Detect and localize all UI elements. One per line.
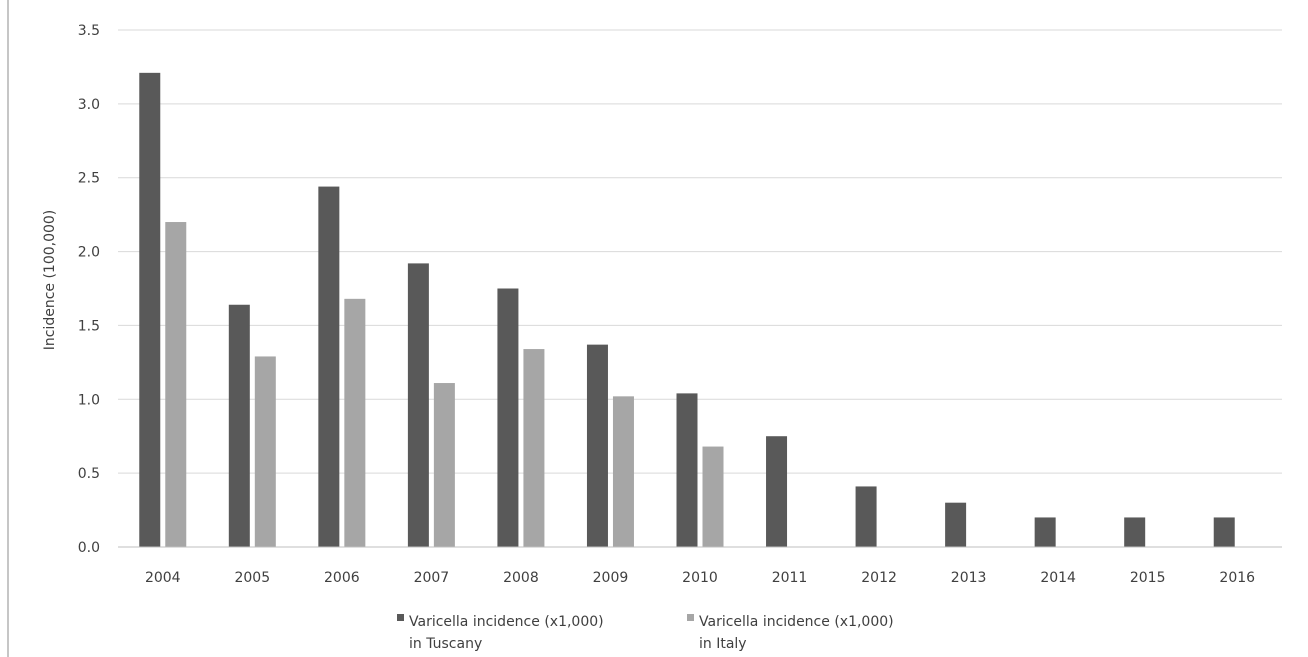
bar-tuscany-2007 bbox=[407, 263, 429, 547]
y-tick-label: 2.0 bbox=[78, 245, 100, 261]
y-tick-label: 3.5 bbox=[78, 23, 100, 39]
bar-tuscany-2005 bbox=[228, 304, 250, 547]
x-tick-label: 2011 bbox=[772, 570, 808, 586]
legend-label-italy: Varicella incidence (x1,000) bbox=[699, 614, 894, 630]
bar-tuscany-2013 bbox=[945, 502, 967, 547]
y-tick-label: 0.5 bbox=[78, 466, 100, 482]
bar-tuscany-2015 bbox=[1124, 517, 1146, 547]
legend-label-italy: in Italy bbox=[699, 636, 747, 652]
bar-tuscany-2010 bbox=[676, 393, 698, 547]
x-tick-label: 2005 bbox=[234, 570, 270, 586]
y-axis-title: Incidence (100,000) bbox=[42, 210, 58, 351]
bar-tuscany-2008 bbox=[497, 288, 519, 547]
bar-italy-2009 bbox=[612, 396, 634, 547]
bar-tuscany-2009 bbox=[586, 344, 608, 547]
bar-italy-2008 bbox=[523, 349, 545, 547]
y-tick-label: 3.0 bbox=[78, 97, 100, 113]
x-tick-label: 2010 bbox=[682, 570, 718, 586]
bar-tuscany-2006 bbox=[318, 186, 340, 547]
bar-tuscany-2011 bbox=[766, 436, 788, 547]
x-axis-ticks: 2004 2005 2006 2007 2008 2009 2010 2011 2012 2013… bbox=[145, 570, 1255, 586]
y-axis-ticks: 0.0 0.5 1.0 1.5 2.0 2.5 3.0 3.5 bbox=[78, 23, 100, 556]
x-tick-label: 2009 bbox=[593, 570, 629, 586]
x-tick-label: 2013 bbox=[951, 570, 987, 586]
x-tick-label: 2012 bbox=[861, 570, 897, 586]
bar-tuscany-2014 bbox=[1034, 517, 1056, 547]
x-tick-label: 2006 bbox=[324, 570, 360, 586]
bars bbox=[118, 72, 1282, 548]
y-tick-label: 1.0 bbox=[78, 392, 100, 408]
y-tick-label: 1.5 bbox=[78, 318, 100, 334]
bar-tuscany-2016 bbox=[1213, 517, 1235, 547]
bar-tuscany-2004 bbox=[139, 72, 161, 547]
bar-italy-2005 bbox=[254, 356, 276, 547]
x-tick-label: 2016 bbox=[1219, 570, 1255, 586]
bar-tuscany-2012 bbox=[855, 486, 877, 547]
x-tick-label: 2004 bbox=[145, 570, 181, 586]
y-tick-label: 0.0 bbox=[78, 540, 100, 556]
legend-label-tuscany: Varicella incidence (x1,000) bbox=[409, 614, 604, 630]
bar-italy-2007 bbox=[433, 383, 455, 547]
legend-label-tuscany: in Tuscany bbox=[409, 636, 482, 652]
x-tick-label: 2015 bbox=[1130, 570, 1166, 586]
bar-italy-2006 bbox=[344, 298, 366, 547]
x-tick-label: 2008 bbox=[503, 570, 539, 586]
x-tick-label: 2014 bbox=[1040, 570, 1076, 586]
x-tick-label: 2007 bbox=[414, 570, 450, 586]
y-tick-label: 2.5 bbox=[78, 171, 100, 187]
bar-italy-2004 bbox=[165, 222, 187, 547]
legend: Varicella incidence (x1,000) in Tuscany Va… bbox=[397, 614, 894, 652]
legend-swatch-italy bbox=[687, 614, 694, 621]
gridlines bbox=[118, 29, 1282, 548]
legend-swatch-tuscany bbox=[397, 614, 404, 621]
bar-italy-2010 bbox=[702, 446, 724, 547]
